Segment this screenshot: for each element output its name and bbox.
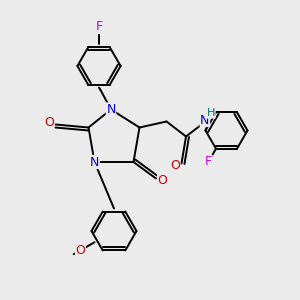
Text: N: N xyxy=(200,113,210,127)
Text: F: F xyxy=(95,20,103,34)
Text: N: N xyxy=(106,103,116,116)
Text: O: O xyxy=(158,173,167,187)
Text: H: H xyxy=(207,108,215,118)
Text: O: O xyxy=(44,116,54,129)
Text: F: F xyxy=(205,155,212,168)
Text: N: N xyxy=(90,155,99,169)
Text: O: O xyxy=(170,159,180,172)
Text: O: O xyxy=(76,244,85,257)
